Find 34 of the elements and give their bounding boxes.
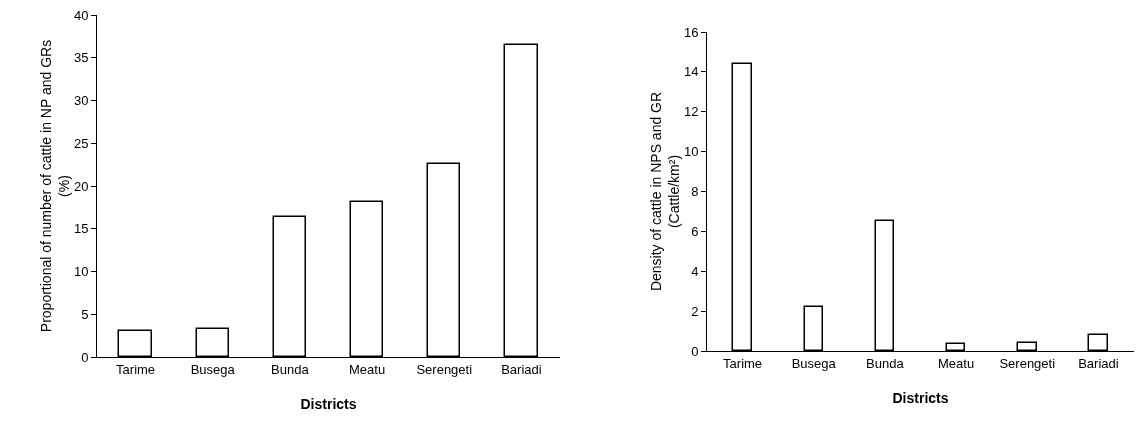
y-tick-label: 15 [73, 221, 89, 237]
y-tick-label: 0 [691, 343, 699, 359]
y-tick-label: 14 [683, 64, 699, 80]
x-tick-label: Busega [791, 355, 837, 371]
y-tick-label: 35 [73, 50, 89, 66]
x-axis-title: Districts [892, 390, 949, 406]
x-tick-label: Bariadi [1078, 355, 1119, 371]
y-tick-label: 6 [691, 223, 699, 239]
x-tick-label: Busega [190, 361, 236, 377]
y-tick-label: 16 [683, 24, 699, 40]
x-tick-label: Bunda [271, 361, 310, 377]
y-tick-label: 4 [691, 263, 699, 279]
x-tick-label: Tarime [723, 355, 763, 371]
x-tick-label: Serengeti [999, 355, 1056, 371]
y-tick-label: 10 [73, 264, 89, 280]
y-tick-label: 8 [691, 184, 699, 200]
y-tick-label: 2 [691, 303, 699, 319]
x-axis-title: Districts [300, 396, 357, 412]
y-tick-label: 25 [73, 135, 89, 151]
x-tick-label: Bariadi [501, 361, 542, 377]
x-tick-label: Meatu [349, 361, 386, 377]
y-tick-label: 10 [683, 144, 699, 160]
x-tick-label: Meatu [938, 355, 975, 371]
y-tick-label: 20 [73, 178, 89, 194]
y-tick-label: 5 [81, 306, 89, 322]
x-tick-label: Bunda [866, 355, 905, 371]
y-tick-label: 0 [81, 349, 89, 365]
y-axis-title: Density of cattle in NPS and GR (Cattle/km²) [647, 91, 682, 292]
y-tick-label: 30 [73, 93, 89, 109]
y-tick-label: 40 [73, 7, 89, 23]
y-axis-title: Proportional of number of cattle in NP and GRs (%) [37, 39, 72, 333]
y-tick-label: 12 [683, 104, 699, 120]
x-tick-label: Serengeti [416, 361, 473, 377]
x-tick-label: Tarime [116, 361, 156, 377]
